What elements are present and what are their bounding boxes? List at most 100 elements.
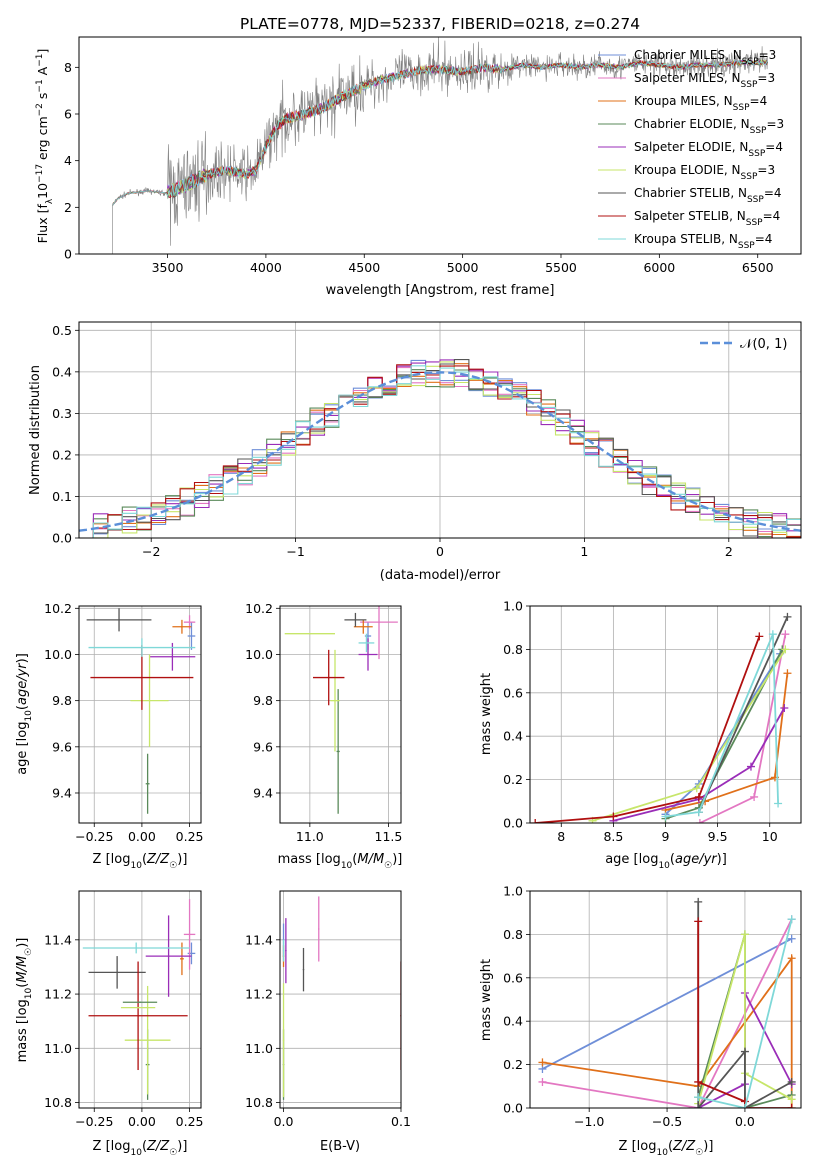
x-tick-label: 11.5 xyxy=(375,829,403,844)
mass_weight_vs_age-axes: 8 8.5 9 9.5 10 0.0 0.2 0.4 0.6 0.8 1.0 age [log10(a… xyxy=(479,599,802,871)
y-tick-label: 10.0 xyxy=(245,647,273,662)
x-tick-label: 5000 xyxy=(447,260,479,275)
y-tick-label: 0.8 xyxy=(503,927,523,942)
data-point xyxy=(171,655,174,658)
y-tick-label: 9.8 xyxy=(253,693,273,708)
histogram-salpeter-stelib xyxy=(79,364,801,538)
plus-marker xyxy=(755,632,764,641)
legend-label: Chabrier STELIB, NSSP=4 xyxy=(634,186,782,205)
plus-marker xyxy=(694,792,703,801)
x-tick-label: 0.00 xyxy=(128,829,156,844)
plus-marker xyxy=(781,645,790,654)
data-point xyxy=(317,928,320,930)
data-point xyxy=(282,949,285,952)
y-tick-label: 0 xyxy=(64,247,72,262)
y-tick-label: 2 xyxy=(64,200,72,215)
legend-label: Kroupa ELODIE, NSSP=3 xyxy=(634,163,775,182)
plus-marker xyxy=(740,1104,749,1108)
legend-label: Kroupa STELIB, NSSP=4 xyxy=(634,232,772,251)
age_vs_Z-axes: −0.25 0.00 0.25 9.4 9.6 9.8 10.0 10.2 Z [log10(Z… xyxy=(15,601,203,871)
histogram-kroupa-miles xyxy=(79,363,801,538)
x-tick-label: 3500 xyxy=(152,260,184,275)
series-line xyxy=(613,707,786,822)
plus-marker xyxy=(694,1093,703,1102)
y-tick-label: 0.5 xyxy=(52,323,72,338)
data-point xyxy=(135,947,137,949)
data-point xyxy=(282,1039,285,1041)
plus-marker xyxy=(787,1077,796,1086)
data-point xyxy=(365,642,368,644)
y-tick-label: 0.8 xyxy=(503,642,523,657)
x-tick-label: 2 xyxy=(725,544,733,559)
x-tick-label: 1 xyxy=(580,544,588,559)
data-point xyxy=(137,1006,139,1009)
y-tick-label: 11.4 xyxy=(245,932,273,947)
x-tick-label: 4000 xyxy=(250,260,282,275)
legend-label: Salpeter MILES, NSSP=3 xyxy=(634,71,775,90)
series-line xyxy=(697,934,793,1104)
axes-frame xyxy=(78,36,802,255)
x-tick-label: 6000 xyxy=(643,260,675,275)
y-tick-label: 9.4 xyxy=(253,785,273,800)
y-tick-label: 0.0 xyxy=(503,1101,523,1116)
x-tick-label: 0.25 xyxy=(176,1114,204,1129)
y-axis-label: mass [log10(M/M☉)] xyxy=(15,938,34,1063)
axes-frame xyxy=(279,890,402,1109)
legend-label: Chabrier ELODIE, NSSP=3 xyxy=(634,117,784,136)
y-tick-label: 0.2 xyxy=(503,1057,523,1072)
plus-marker xyxy=(609,812,618,821)
data-point xyxy=(188,933,191,936)
plot-area xyxy=(79,359,801,538)
figure-title: PLATE=0778, MJD=52337, FIBERID=0218, z=0… xyxy=(240,15,640,33)
plus-marker xyxy=(695,819,704,823)
plus-marker xyxy=(740,930,749,939)
y-tick-label: 0.6 xyxy=(503,970,523,985)
y-axis-label: Normed distribution xyxy=(28,365,43,495)
data-point xyxy=(181,625,183,628)
x-tick-label: −0.25 xyxy=(75,1114,113,1129)
data-point xyxy=(285,949,287,952)
x-tick-label: 8 xyxy=(557,829,565,844)
plot-area xyxy=(284,606,398,814)
x-tick-label: −2 xyxy=(142,544,160,559)
plot-area xyxy=(531,612,792,823)
y-tick-label: 11.0 xyxy=(245,1041,273,1056)
plot-area xyxy=(111,37,769,254)
y-tick-label: 9.4 xyxy=(52,785,72,800)
plus-marker xyxy=(787,934,796,943)
y-tick-label: 9.6 xyxy=(253,739,273,754)
y-tick-label: 0.4 xyxy=(52,364,72,379)
plot-area xyxy=(86,608,196,814)
y-axis-label: Flux [fλ10−17 erg cm−2 s−1 A−1] xyxy=(35,49,55,244)
legend-label: Chabrier MILES, NSSP=3 xyxy=(634,48,776,67)
y-tick-label: 10.8 xyxy=(245,1095,273,1110)
legend-label: 𝒩(0, 1) xyxy=(740,337,787,352)
x-tick-label: −0.25 xyxy=(75,829,113,844)
data-point xyxy=(141,676,143,679)
y-tick-label: 11.2 xyxy=(245,987,273,1002)
data-point xyxy=(354,619,357,621)
legend-label: Salpeter ELODIE, NSSP=4 xyxy=(634,140,783,159)
x-tick-label: 8.5 xyxy=(603,829,623,844)
model-kroupa-stelib xyxy=(112,59,768,206)
plus-marker xyxy=(694,808,703,817)
data-point xyxy=(116,971,118,974)
plus-marker xyxy=(538,1077,547,1086)
x-axis-label: wavelength [Angstrom, rest frame] xyxy=(326,283,555,298)
plus-marker xyxy=(787,1104,796,1108)
y-tick-label: 6 xyxy=(64,107,72,122)
data-point xyxy=(139,1001,141,1004)
data-point xyxy=(334,699,336,702)
x-tick-label: 0.1 xyxy=(391,1114,411,1129)
y-tick-label: 0.2 xyxy=(503,772,523,787)
x-tick-label: 9 xyxy=(662,829,670,844)
legend-label: Kroupa MILES, NSSP=4 xyxy=(634,94,767,113)
x-tick-label: 0.00 xyxy=(128,1114,156,1129)
axes-frame xyxy=(78,890,202,1109)
observed-spectrum xyxy=(112,37,768,254)
residual-axes: −2 −1 0 1 2 0.0 0.1 0.2 0.3 0.4 0.5 𝒩(0, 1) (data-mo… xyxy=(28,321,802,583)
plot-area xyxy=(82,899,196,1100)
plus-marker xyxy=(783,612,792,621)
data-point xyxy=(146,782,149,785)
